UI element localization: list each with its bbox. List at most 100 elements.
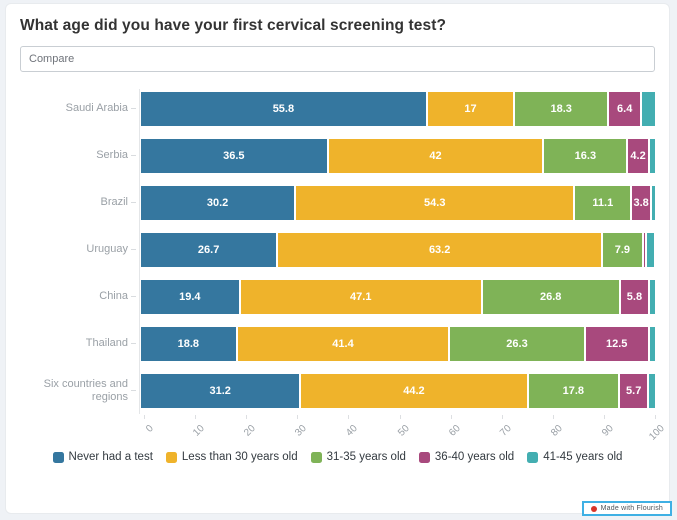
bar-track: 55.8 17 18.3 6.4 xyxy=(141,91,655,126)
x-axis-tick xyxy=(246,415,248,419)
x-axis-tick xyxy=(552,415,554,419)
bar-track: 26.7 63.2 7.9 xyxy=(141,232,655,267)
bar-track: 31.2 44.2 17.8 5.7 xyxy=(141,373,655,408)
bar-segment[interactable]: 41.4 xyxy=(237,326,451,361)
bar-segment[interactable]: 63.2 xyxy=(278,232,604,267)
category-label: Thailand xyxy=(85,337,128,350)
x-axis-tick-label: 40 xyxy=(344,423,361,439)
bar-segment[interactable]: 17 xyxy=(427,91,516,126)
bar-segment[interactable]: 6.4 xyxy=(609,91,643,126)
bar-row: China 19.4 47.1 26.8 5.8 xyxy=(20,273,655,320)
category-label: China xyxy=(99,290,128,303)
category-tick xyxy=(131,202,136,203)
category-label: Saudi Arabia xyxy=(65,102,128,115)
x-axis-tick xyxy=(655,415,656,419)
bar-track: 36.5 42 16.3 4.2 xyxy=(141,138,655,173)
legend-label: 41-45 years old xyxy=(543,451,623,463)
bar-segment[interactable]: 26.3 xyxy=(450,326,586,361)
flourish-badge[interactable]: Made with Flourish xyxy=(581,501,672,516)
category-tick xyxy=(131,249,136,250)
x-axis-tick xyxy=(450,415,452,419)
bar-segment[interactable] xyxy=(643,232,647,267)
bar-segment[interactable] xyxy=(651,185,655,220)
bar-track: 19.4 47.1 26.8 5.8 xyxy=(141,279,655,314)
x-axis-tick-label: 10 xyxy=(191,423,207,439)
page-title: What age did you have your first cervica… xyxy=(20,17,447,34)
bar-segment[interactable] xyxy=(649,138,655,173)
x-axis-tick xyxy=(603,415,605,419)
bar-segment[interactable] xyxy=(642,91,655,126)
bar-segment[interactable]: 26.8 xyxy=(482,279,621,314)
x-axis: 0 10 20 30 40 50 60 70 80 90 100 xyxy=(144,414,667,450)
category-tick xyxy=(131,390,136,391)
x-axis-tick xyxy=(501,415,503,419)
x-axis-tick-label: 90 xyxy=(600,423,616,439)
bar-segment[interactable]: 18.3 xyxy=(515,91,610,126)
bar-row: Brazil 30.2 54.3 11.1 3.8 xyxy=(20,179,655,226)
bar-segment[interactable]: 7.9 xyxy=(603,232,644,267)
category-tick xyxy=(131,343,136,344)
legend-swatch xyxy=(418,451,430,463)
bar-segment[interactable]: 3.8 xyxy=(632,185,652,220)
legend-item[interactable]: 41-45 years old xyxy=(527,451,622,463)
bar-row: Uruguay 26.7 63.2 7.9 xyxy=(20,226,655,273)
bar-track: 18.8 41.4 26.3 12.5 xyxy=(141,326,655,361)
bar-segment[interactable]: 31.2 xyxy=(141,373,302,408)
bar-segment[interactable]: 26.7 xyxy=(141,232,279,267)
bar-segment[interactable]: 5.7 xyxy=(620,373,650,408)
x-axis-tick-label: 60 xyxy=(446,423,463,439)
legend-label: 36-40 years old xyxy=(434,451,515,463)
x-axis-tick-label: 70 xyxy=(497,423,514,439)
x-axis-spacer xyxy=(23,414,139,450)
x-axis-tick-label: 80 xyxy=(548,423,565,439)
x-axis-row: 0 10 20 30 40 50 60 70 80 90 100 xyxy=(20,414,667,450)
bar-segment[interactable]: 16.3 xyxy=(544,138,629,173)
x-axis-tick-label: 100 xyxy=(647,423,667,443)
bar-segment[interactable]: 19.4 xyxy=(141,279,241,314)
legend: Never had a test Less than 30 years old 31… xyxy=(20,451,655,463)
x-axis-tick-label: 0 xyxy=(144,423,156,435)
legend-swatch xyxy=(52,451,64,463)
bar-segment[interactable] xyxy=(649,326,655,361)
x-axis-tick xyxy=(195,415,197,419)
legend-swatch xyxy=(310,451,322,463)
legend-item[interactable]: Never had a test xyxy=(52,451,153,463)
bar-segment[interactable] xyxy=(650,279,655,314)
bar-segment[interactable] xyxy=(646,232,655,267)
bar-row: Thailand 18.8 41.4 26.3 12.5 xyxy=(20,320,655,367)
bar-segment[interactable] xyxy=(649,373,655,408)
bar-row: Saudi Arabia 55.8 17 18.3 6.4 xyxy=(20,85,655,132)
chart-card: What age did you have your first cervica… xyxy=(5,3,670,514)
bar-segment[interactable]: 42 xyxy=(328,138,545,173)
bar-segment[interactable]: 55.8 xyxy=(141,91,428,126)
category-label: Brazil xyxy=(100,196,128,209)
bar-segment[interactable]: 44.2 xyxy=(301,373,529,408)
bar-segment[interactable]: 36.5 xyxy=(141,138,329,173)
bar-segment[interactable]: 4.2 xyxy=(628,138,650,173)
legend-item[interactable]: 31-35 years old xyxy=(310,451,406,463)
x-axis-tick-label: 20 xyxy=(242,423,258,439)
y-axis-line xyxy=(139,89,140,414)
flourish-badge-label: Made with Flourish xyxy=(600,505,663,512)
legend-item[interactable]: 36-40 years old xyxy=(418,451,515,463)
x-axis-tick xyxy=(399,415,401,419)
bar-segment[interactable]: 5.8 xyxy=(620,279,651,314)
legend-label: Never had a test xyxy=(68,451,153,463)
bar-segment[interactable]: 12.5 xyxy=(585,326,650,361)
bar-segment[interactable]: 11.1 xyxy=(575,185,633,220)
bar-segment[interactable]: 54.3 xyxy=(296,185,576,220)
x-axis-tick-label: 30 xyxy=(293,423,310,439)
bar-segment[interactable]: 18.8 xyxy=(141,326,238,361)
category-tick xyxy=(131,108,136,109)
compare-input[interactable] xyxy=(20,46,655,72)
category-tick xyxy=(131,155,136,156)
legend-item[interactable]: Less than 30 years old xyxy=(165,451,298,463)
bar-track: 30.2 54.3 11.1 3.8 xyxy=(141,185,655,220)
legend-swatch xyxy=(527,451,539,463)
legend-label: 31-35 years old xyxy=(326,451,406,463)
legend-label: Less than 30 years old xyxy=(181,451,298,463)
bar-segment[interactable]: 17.8 xyxy=(528,373,621,408)
bar-segment[interactable]: 47.1 xyxy=(240,279,483,314)
bar-segment[interactable]: 30.2 xyxy=(141,185,297,220)
x-axis-tick xyxy=(348,415,350,419)
